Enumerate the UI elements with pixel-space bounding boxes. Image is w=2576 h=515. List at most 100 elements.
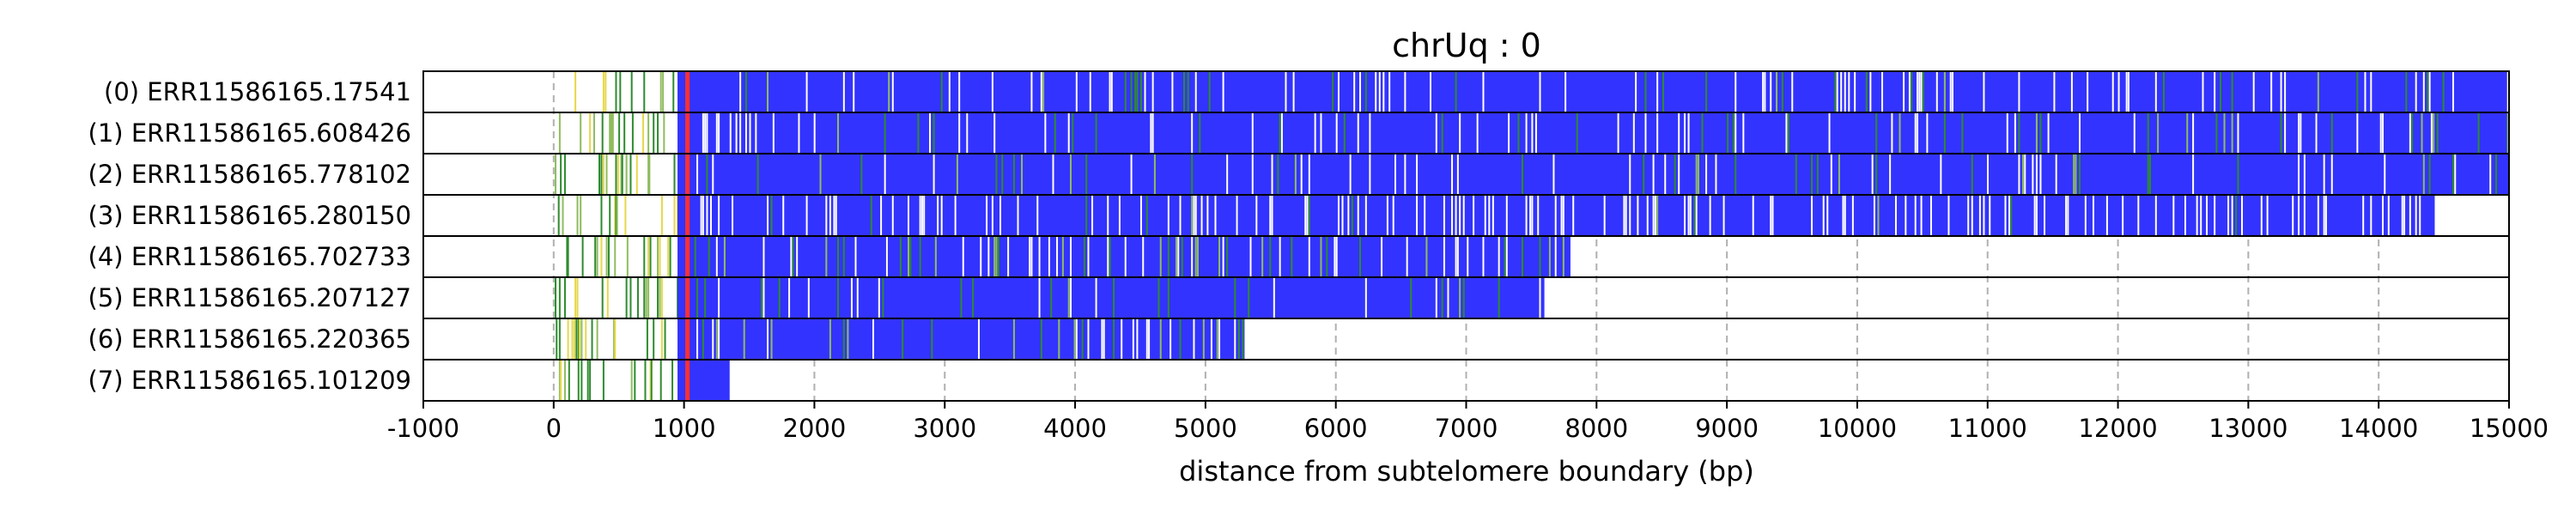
variant-mark <box>647 277 650 318</box>
gap-mark <box>715 112 718 154</box>
variant-mark <box>2148 154 2151 195</box>
variant-mark <box>601 277 604 318</box>
gap-mark <box>2415 195 2417 236</box>
variant-mark <box>1462 277 1465 318</box>
variant-mark <box>2356 71 2359 112</box>
gap-mark <box>885 236 888 277</box>
variant-mark <box>2073 154 2075 195</box>
gap-mark <box>1914 195 1917 236</box>
gap-mark <box>1905 195 1907 236</box>
variant-mark <box>2411 112 2414 154</box>
variant-mark <box>629 277 632 318</box>
gap-mark <box>1467 236 1469 277</box>
gap-mark <box>2044 195 2046 236</box>
gap-mark <box>767 318 769 360</box>
variant-mark <box>919 236 921 277</box>
variant-mark <box>1218 236 1221 277</box>
variant-mark <box>563 277 566 318</box>
gap-mark <box>907 195 909 236</box>
variant-mark <box>1504 236 1506 277</box>
gap-mark <box>1075 318 1078 360</box>
gap-mark <box>2323 154 2325 195</box>
variant-mark <box>563 154 566 195</box>
variant-mark <box>1040 318 1042 360</box>
variant-mark <box>1167 236 1170 277</box>
gap-mark <box>1075 71 1078 112</box>
variant-mark <box>1113 277 1115 318</box>
variant-mark <box>620 154 623 195</box>
variant-mark <box>902 318 904 360</box>
variant-mark <box>624 195 627 236</box>
variant-mark <box>662 71 665 112</box>
gap-mark <box>1091 195 1094 236</box>
variant-mark <box>2477 112 2480 154</box>
variant-mark <box>577 360 580 401</box>
variant-mark <box>1459 277 1461 318</box>
gap-mark <box>1103 318 1105 360</box>
variant-mark <box>1067 277 1070 318</box>
variant-mark <box>649 360 652 401</box>
gap-mark <box>1456 154 1459 195</box>
gap-mark <box>718 195 720 236</box>
x-axis-ticks: -1000 0 1000 2000 3000 4000 5000 6000 7000 8000 90… <box>387 401 2549 443</box>
row-label: (5) ERR11586165.207127 <box>88 283 411 312</box>
gap-mark <box>1978 195 1981 236</box>
variant-mark <box>589 112 592 154</box>
gap-mark <box>1416 195 1419 236</box>
gap-mark <box>1926 112 1929 154</box>
gap-mark <box>2039 154 2042 195</box>
gap-mark <box>2489 154 2492 195</box>
gap-mark <box>1851 195 1854 236</box>
variant-mark <box>578 318 580 360</box>
gap-mark <box>1435 112 1437 154</box>
repeat-start-mark <box>685 277 690 318</box>
gap-mark <box>2266 195 2269 236</box>
variant-mark <box>580 112 582 154</box>
variant-mark <box>2075 154 2077 195</box>
variant-mark <box>956 154 958 195</box>
variant-mark <box>1961 112 1964 154</box>
gap-mark <box>2323 195 2325 236</box>
gap-mark <box>1347 195 1350 236</box>
variant-mark <box>660 318 663 360</box>
variant-mark <box>2422 154 2425 195</box>
variant-mark <box>667 236 670 277</box>
chart-title: chrUq : 0 <box>1392 27 1541 64</box>
variant-mark <box>596 318 598 360</box>
gap-mark <box>1539 71 1541 112</box>
gap-mark <box>2324 195 2327 236</box>
gap-mark <box>2214 195 2216 236</box>
gap-mark <box>1935 71 1938 112</box>
gap-mark <box>2117 71 2120 112</box>
variant-mark <box>1242 318 1244 360</box>
gap-mark <box>1735 71 1737 112</box>
gap-mark <box>1292 71 1295 112</box>
gap-mark <box>966 112 969 154</box>
variant-mark <box>605 71 607 112</box>
read-track <box>422 70 2510 113</box>
variant-mark <box>576 277 579 318</box>
gap-mark <box>1416 154 1419 195</box>
gap-mark <box>1918 71 1921 112</box>
gap-mark <box>1179 195 1182 236</box>
x-tick-label: 15000 <box>2470 414 2549 443</box>
variant-mark <box>1816 154 1819 195</box>
variant-mark <box>1308 195 1310 236</box>
gap-mark <box>1382 71 1385 112</box>
gap-mark <box>1811 195 1814 236</box>
gap-mark <box>1830 154 1832 195</box>
gap-mark <box>1285 71 1287 112</box>
gap-mark <box>872 318 874 360</box>
variant-mark <box>1216 318 1218 360</box>
gap-mark <box>2196 195 2198 236</box>
gap-mark <box>1109 71 1111 112</box>
gap-mark <box>762 277 765 318</box>
variant-mark <box>560 360 562 401</box>
gap-mark <box>2055 154 2057 195</box>
variant-mark <box>933 112 935 154</box>
variant-mark <box>1548 236 1551 277</box>
gap-mark <box>1335 236 1338 277</box>
gap-mark <box>1404 154 1406 195</box>
variant-mark <box>592 112 595 154</box>
gap-mark <box>1678 154 1680 195</box>
